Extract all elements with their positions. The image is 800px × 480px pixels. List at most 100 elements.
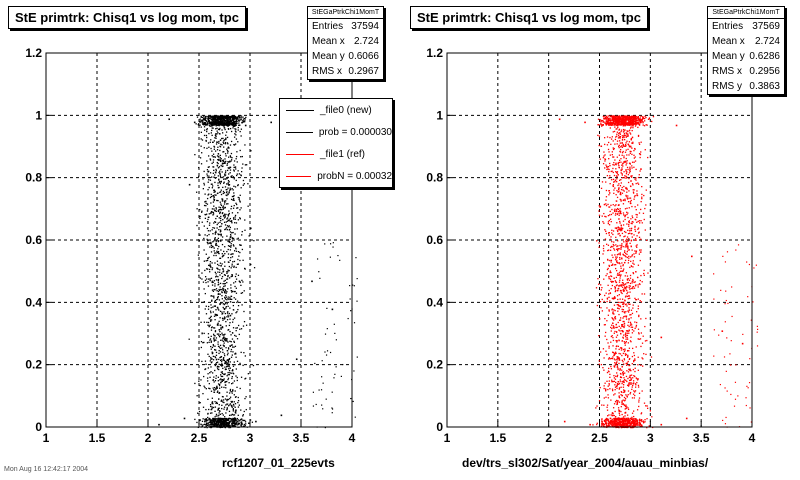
scatter-point (600, 119, 603, 122)
scatter-point (226, 120, 228, 123)
scatter-point (637, 286, 639, 288)
scatter-point (213, 196, 215, 198)
scatter-point (229, 167, 231, 169)
scatter-point (652, 115, 655, 118)
scatter-point (235, 312, 237, 314)
scatter-point (619, 148, 622, 151)
scatter-point (633, 375, 635, 377)
scatter-point (635, 250, 638, 252)
scatter-point (624, 303, 627, 306)
scatter-point (629, 122, 631, 124)
scatter-point (215, 354, 218, 356)
scatter-point (641, 193, 643, 196)
scatter-point (625, 334, 627, 337)
scatter-point (218, 117, 220, 119)
scatter-point (229, 187, 231, 189)
scatter-point (632, 425, 634, 427)
scatter-point (627, 408, 630, 411)
scatter-point (232, 414, 234, 416)
scatter-point (638, 399, 640, 401)
scatter-point (610, 170, 612, 173)
scatter-point (635, 177, 637, 179)
scatter-point (232, 318, 234, 321)
scatter-point (209, 423, 212, 425)
scatter-point (236, 161, 238, 163)
scatter-point (616, 290, 619, 292)
scatter-point (621, 123, 623, 125)
scatter-point (616, 133, 618, 135)
scatter-point (238, 117, 241, 119)
scatter-point (611, 119, 613, 122)
scatter-point (229, 189, 232, 191)
scatter-point (218, 412, 220, 414)
scatter-point (613, 241, 615, 243)
scatter-point (205, 363, 207, 365)
scatter-point (208, 317, 210, 320)
scatter-point (626, 279, 629, 281)
scatter-point (632, 271, 634, 274)
scatter-point (228, 423, 230, 426)
scatter-point (226, 278, 228, 280)
scatter-point (630, 317, 632, 319)
scatter-point (227, 362, 229, 364)
scatter-point (629, 133, 632, 135)
scatter-point (206, 259, 209, 262)
scatter-point (622, 269, 624, 272)
scatter-point (616, 295, 619, 297)
scatter-point (239, 362, 241, 365)
scatter-point (234, 281, 237, 283)
scatter-point (632, 384, 634, 387)
scatter-point (231, 240, 233, 243)
scatter-point (322, 408, 324, 410)
scatter-point (210, 312, 212, 314)
scatter-point (630, 118, 632, 120)
scatter-point (241, 292, 244, 294)
scatter-point (237, 396, 239, 399)
scatter-point (227, 187, 229, 189)
scatter-point (609, 192, 611, 194)
scatter-point (198, 371, 200, 374)
scatter-point (622, 125, 624, 127)
scatter-point (617, 262, 619, 264)
scatter-point (599, 351, 602, 353)
scatter-point (621, 154, 623, 156)
scatter-point (324, 333, 327, 335)
scatter-point (215, 415, 217, 417)
scatter-point (621, 424, 623, 427)
scatter-point (621, 120, 623, 122)
scatter-point (618, 388, 620, 390)
scatter-point (621, 142, 623, 144)
scatter-point (208, 419, 210, 421)
scatter-point (612, 230, 615, 232)
scatter-point (616, 245, 618, 248)
scatter-point (634, 423, 637, 426)
scatter-point (222, 319, 224, 321)
scatter-point (620, 267, 622, 269)
scatter-point (628, 307, 630, 309)
scatter-point (618, 122, 620, 124)
scatter-point (221, 163, 224, 165)
scatter-point (210, 319, 213, 321)
scatter-point (212, 116, 214, 119)
scatter-point (208, 242, 210, 244)
scatter-point (629, 162, 631, 164)
scatter-point (233, 282, 235, 284)
scatter-point (636, 193, 638, 195)
scatter-point (614, 259, 617, 261)
scatter-point (353, 370, 355, 372)
scatter-point (203, 237, 205, 240)
scatter-point (215, 314, 217, 317)
scatter-point (623, 301, 625, 303)
scatter-point (618, 409, 621, 412)
scatter-point (624, 246, 626, 248)
scatter-point (227, 269, 229, 271)
scatter-point (242, 118, 245, 120)
scatter-point (621, 121, 623, 123)
scatter-point (625, 169, 627, 171)
scatter-point (598, 242, 600, 244)
scatter-point (609, 206, 611, 208)
scatter-point (610, 275, 612, 277)
scatter-point (213, 425, 215, 427)
data-point (255, 420, 257, 423)
scatter-point (217, 237, 220, 240)
